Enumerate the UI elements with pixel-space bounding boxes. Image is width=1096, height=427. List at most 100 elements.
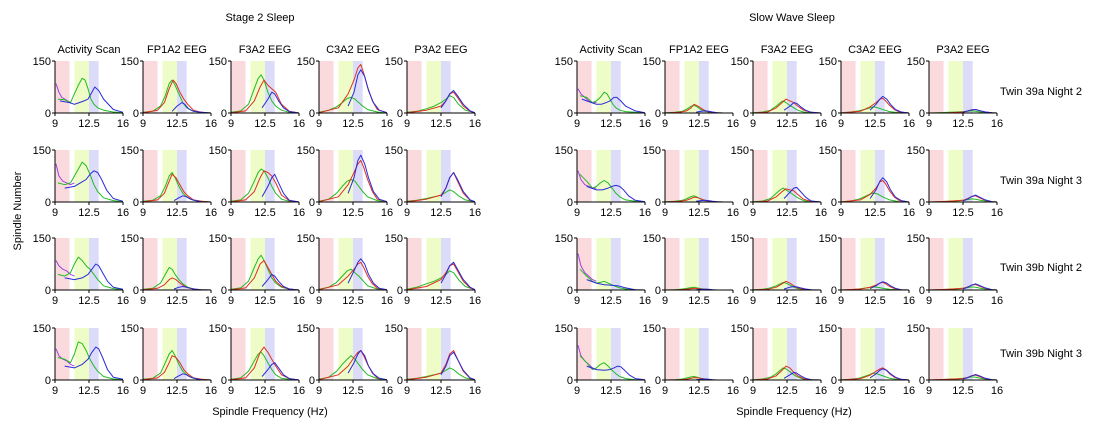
x-tick-label: 16 <box>381 207 393 219</box>
y-tick-label: 150 <box>819 233 837 245</box>
x-tick-label: 16 <box>815 118 827 130</box>
band-slow <box>665 328 680 380</box>
x-tick-label: 16 <box>815 295 827 307</box>
series-line-blue <box>440 261 476 291</box>
series-line-green <box>318 96 388 114</box>
y-tick-label: 150 <box>731 323 749 335</box>
series-line-blue <box>261 273 300 291</box>
series-line-green <box>579 91 646 114</box>
y-tick-label: 150 <box>907 233 925 245</box>
x-tick-label: 12.5 <box>342 385 363 397</box>
x-tick-label: 9 <box>662 118 668 130</box>
x-tick-label: 12.5 <box>342 118 363 130</box>
y-tick-label: 150 <box>209 56 227 68</box>
band-slow <box>143 328 158 380</box>
y-tick-label: 150 <box>297 145 315 157</box>
y-tick-label: 0 <box>567 285 573 297</box>
y-tick-label: 0 <box>45 375 51 387</box>
x-tick-label: 9 <box>52 295 58 307</box>
band-slow <box>231 150 246 202</box>
series-line-blue <box>440 90 476 114</box>
x-tick-label: 16 <box>117 207 129 219</box>
series-line-blue <box>171 102 212 114</box>
band-mid <box>772 150 787 202</box>
series-line-blue <box>586 184 646 203</box>
x-tick-label: 9 <box>404 118 410 130</box>
x-tick-label: 9 <box>926 295 932 307</box>
series-line-green <box>406 367 476 381</box>
y-tick-label: 0 <box>309 197 315 209</box>
x-tick-label: 16 <box>727 295 739 307</box>
band-fast <box>177 238 187 290</box>
x-tick-label: 9 <box>662 207 668 219</box>
x-tick-label: 12.5 <box>688 385 709 397</box>
series-line-blue <box>64 170 124 202</box>
band-fast <box>353 150 363 202</box>
band-fast <box>787 150 797 202</box>
y-tick-label: 150 <box>555 56 573 68</box>
y-tick-label: 0 <box>221 285 227 297</box>
band-fast <box>89 238 99 290</box>
series-line-blue <box>347 69 388 114</box>
x-tick-label: 9 <box>750 118 756 130</box>
x-tick-label: 16 <box>205 118 217 130</box>
y-tick-label: 0 <box>655 197 661 209</box>
series-line-blue <box>347 258 388 291</box>
series-line-blue <box>783 102 822 114</box>
panels-group: Activity Scan 0 150 9 12.5 16 FP1A2 EEG 0 150 9 12… <box>33 44 1003 397</box>
x-tick-label: 9 <box>574 207 580 219</box>
series-line-red <box>840 180 910 203</box>
band-slow <box>929 328 944 380</box>
y-tick-label: 150 <box>819 145 837 157</box>
band-slow <box>577 238 592 290</box>
band-slow <box>929 238 944 290</box>
band-fast <box>441 328 451 380</box>
series-line-red <box>840 97 910 114</box>
y-tick-label: 150 <box>731 233 749 245</box>
band-mid <box>596 328 611 380</box>
x-tick-label: 12.5 <box>952 118 973 130</box>
y-tick-label: 0 <box>133 108 139 120</box>
y-tick-label: 150 <box>555 323 573 335</box>
x-tick-label: 9 <box>228 207 234 219</box>
series-line-purple <box>55 348 75 367</box>
band-fast <box>611 328 621 380</box>
band-slow <box>665 238 680 290</box>
band-slow <box>929 61 944 113</box>
x-tick-label: 12.5 <box>952 207 973 219</box>
x-tick-label: 16 <box>205 207 217 219</box>
x-tick-label: 12.5 <box>688 118 709 130</box>
band-mid <box>596 238 611 290</box>
x-tick-label: 12.5 <box>776 385 797 397</box>
band-slow <box>319 150 334 202</box>
y-tick-label: 0 <box>397 108 403 120</box>
series-line-blue <box>440 172 476 203</box>
series-line-green <box>230 351 300 381</box>
band-mid <box>250 238 265 290</box>
y-tick-label: 150 <box>555 145 573 157</box>
x-tick-label: 12.5 <box>600 207 621 219</box>
x-tick-label: 9 <box>316 295 322 307</box>
y-tick-label: 0 <box>743 285 749 297</box>
x-tick-label: 16 <box>639 295 651 307</box>
band-slow <box>55 328 70 380</box>
y-tick-label: 0 <box>655 108 661 120</box>
x-tick-label: 9 <box>838 118 844 130</box>
x-tick-label: 12.5 <box>78 118 99 130</box>
x-tick-label: 16 <box>205 385 217 397</box>
y-tick-label: 150 <box>121 323 139 335</box>
series-line-blue <box>261 173 300 203</box>
column-title: F3A2 EEG <box>761 44 814 56</box>
column-title: P3A2 EEG <box>414 44 467 56</box>
x-tick-label: 16 <box>293 295 305 307</box>
band-slow <box>577 328 592 380</box>
series-line-blue <box>64 263 124 290</box>
y-tick-label: 150 <box>33 323 51 335</box>
band-slow <box>841 238 856 290</box>
y-tick-label: 150 <box>907 323 925 335</box>
series-line-green <box>57 341 124 381</box>
band-mid <box>74 150 89 202</box>
x-tick-label: 9 <box>750 385 756 397</box>
band-slow <box>841 61 856 113</box>
